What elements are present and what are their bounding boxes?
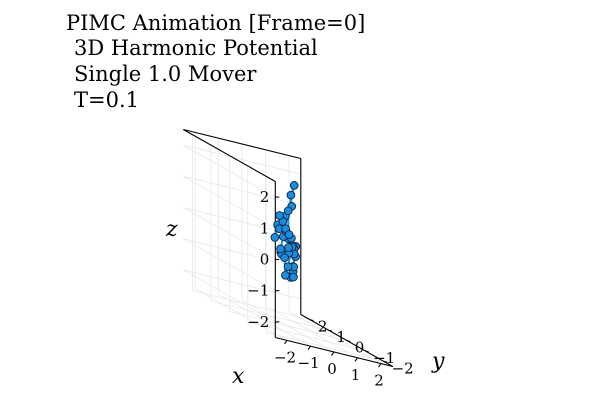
z-tick-label: 2 bbox=[260, 188, 270, 206]
grid-line bbox=[183, 175, 276, 229]
y-tick-mark bbox=[364, 350, 369, 353]
x-tick-label: −1 bbox=[297, 354, 319, 372]
grid-line bbox=[183, 144, 301, 175]
bead-point bbox=[283, 262, 293, 272]
title-line-3: Single 1.0 Mover bbox=[74, 62, 257, 86]
bead-point bbox=[284, 230, 294, 239]
x-tick-mark bbox=[378, 363, 382, 368]
x-tick-mark bbox=[331, 351, 335, 356]
x-tick-label: 0 bbox=[327, 360, 337, 378]
title-line-2: 3D Harmonic Potential bbox=[74, 36, 318, 60]
box-edge bbox=[275, 336, 393, 368]
grid-line bbox=[229, 311, 347, 341]
bead-point bbox=[275, 211, 284, 220]
bead-point bbox=[281, 270, 290, 280]
z-tick-label: 0 bbox=[260, 251, 270, 269]
y-axis-label: y bbox=[431, 349, 445, 374]
grid-line bbox=[183, 144, 276, 198]
bead-point bbox=[280, 253, 289, 263]
grid-line bbox=[288, 311, 382, 364]
box-edge bbox=[183, 129, 276, 182]
z-tick-label: 1 bbox=[260, 219, 270, 237]
z-tick-label: −1 bbox=[247, 282, 269, 300]
box-edge bbox=[183, 128, 301, 160]
y-tick-label: −2 bbox=[392, 359, 414, 377]
y-tick-label: 0 bbox=[355, 339, 365, 357]
y-tick-label: 2 bbox=[318, 318, 328, 336]
grid-line bbox=[210, 300, 329, 331]
x-tick-label: 2 bbox=[374, 372, 384, 390]
bead-point bbox=[286, 190, 296, 200]
x-tick-mark bbox=[307, 345, 311, 351]
y-tick-label: −1 bbox=[373, 349, 395, 367]
x-axis-label: x bbox=[232, 364, 245, 389]
bead-point bbox=[289, 272, 298, 282]
bead-point bbox=[289, 181, 299, 190]
bead-point bbox=[276, 244, 285, 254]
grid-line bbox=[183, 175, 301, 206]
z-axis-label: z bbox=[165, 217, 178, 242]
x-tick-mark bbox=[284, 340, 288, 345]
y-tick-mark bbox=[346, 339, 351, 343]
y-tick-mark bbox=[309, 319, 314, 322]
grid-line bbox=[183, 207, 276, 260]
y-tick-mark bbox=[383, 360, 388, 363]
y-tick-label: 1 bbox=[336, 328, 346, 346]
x-tick-label: 1 bbox=[351, 366, 361, 384]
chart-title: PIMC Animation [Frame=0] 3D Harmonic Pot… bbox=[66, 11, 365, 112]
bead-point bbox=[270, 233, 280, 242]
grid-line bbox=[265, 305, 358, 359]
title-line-1: PIMC Animation [Frame=0] bbox=[66, 11, 365, 35]
x-tick-label: −2 bbox=[274, 348, 296, 366]
z-tick-label: −2 bbox=[247, 313, 269, 331]
bead-point bbox=[283, 206, 293, 216]
y-tick-mark bbox=[328, 329, 333, 332]
path-beads bbox=[270, 181, 301, 282]
x-tick-mark bbox=[354, 357, 358, 362]
grid-line bbox=[192, 290, 310, 321]
title-line-4: T=0.1 bbox=[74, 88, 139, 112]
bead-point bbox=[284, 243, 293, 252]
